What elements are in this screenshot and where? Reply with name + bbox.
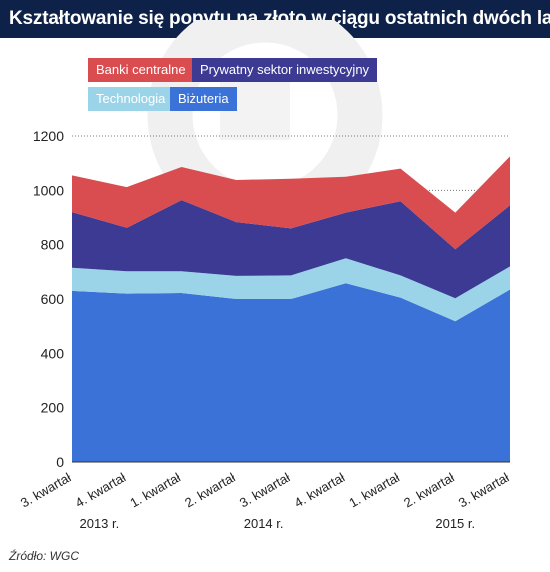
legend-bizuteria: Biżuteria [170,87,237,111]
y-tick-label: 800 [41,237,65,253]
year-label: 2015 r. [435,516,475,531]
x-tick-label: 3. kwartał [18,470,74,511]
area-series-technologia [72,258,510,322]
legend-label: Technologia [96,91,166,106]
y-tick-label: 200 [41,400,65,416]
year-label: 2013 r. [79,516,119,531]
x-tick-label: 3. kwartał [456,470,512,511]
y-tick-label: 600 [41,291,65,307]
legend-technologia: Technologia [88,87,174,111]
x-tick-label: 2. kwartał [182,470,238,511]
y-tick-label: 1000 [33,182,64,198]
legend-banki-centralne: Banki centralne [88,58,194,82]
x-tick-label: 4. kwartał [73,470,129,511]
area-series-banki-centralne [72,156,510,250]
legend-label: Biżuteria [178,91,229,106]
x-tick-label: 3. kwartał [237,470,293,511]
source-note: Źródło: WGC [9,549,80,563]
y-tick-label: 400 [41,345,65,361]
x-tick-label: 4. kwartał [292,470,348,511]
x-tick-label: 1. kwartał [346,470,402,511]
area-series-prywatny-sektor-inwestycyjny [72,200,510,299]
x-tick-label: 1. kwartał [127,470,183,511]
legend-prywatny-sektor: Prywatny sektor inwestycyjny [192,58,378,82]
legend-label: Banki centralne [96,62,186,77]
y-tick-label: 0 [56,454,64,470]
area-series-biżuteria [72,283,510,462]
legend-label: Prywatny sektor inwestycyjny [200,62,370,77]
y-tick-label: 1200 [33,128,64,144]
year-label: 2014 r. [244,516,284,531]
chart-title: Kształtowanie się popytu na złoto w ciąg… [9,8,550,29]
x-tick-label: 2. kwartał [401,470,457,511]
